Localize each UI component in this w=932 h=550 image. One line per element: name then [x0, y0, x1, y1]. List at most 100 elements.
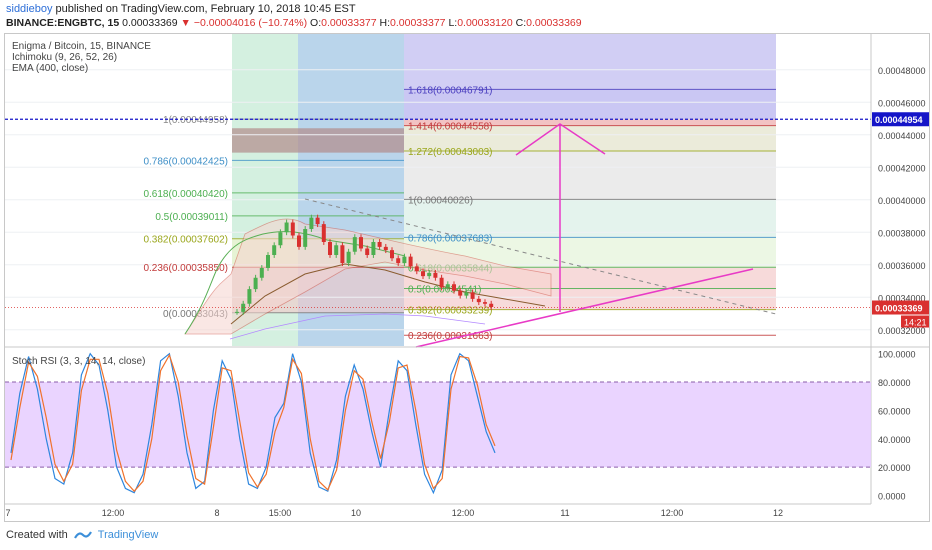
candle-body-35	[452, 284, 456, 291]
price-tick-6: 0.00036000	[878, 261, 926, 271]
candle-body-1	[241, 303, 246, 312]
legend-ema[interactable]: EMA (400, close)	[12, 63, 89, 74]
candle-body-6	[272, 245, 277, 255]
price-tick-4: 0.00040000	[878, 196, 926, 206]
close-value: 0.00033369	[526, 17, 582, 29]
stoch-rsi-pane: 100.0000 80.0000 60.0000 40.0000 20.0000 0.00…	[5, 350, 916, 501]
fib-band-1	[404, 119, 776, 126]
change-value: −0.00004016 (−10.74%)	[193, 17, 308, 29]
symbol-label: BINANCE:ENGBTC, 15	[6, 17, 120, 29]
candle-body-41	[489, 303, 494, 307]
fib-band-0	[404, 89, 776, 120]
open-value: 0.00033377	[321, 17, 377, 29]
candle-body-20	[359, 237, 363, 249]
fib-label-right-6: 0.5(0.00034541)	[408, 284, 481, 295]
author-link[interactable]: siddieboy	[6, 3, 53, 15]
countdown: 14:21	[904, 318, 927, 328]
fib-label-left-2: 0.618(0.00040420)	[143, 189, 228, 200]
candle-body-12	[309, 217, 314, 229]
publish-info: published on TradingView.com, February 1…	[55, 3, 356, 15]
fib-label-left-1: 0.786(0.00042425)	[143, 156, 228, 167]
price-badge-last-bg	[872, 300, 929, 315]
candle-body-32	[433, 272, 438, 278]
chart-canvas[interactable]: 1.618(0.00046791) 1.414(0.00044558) 1.272(…	[5, 34, 929, 521]
candle-body-36	[458, 290, 463, 296]
fib-label-right-8: 0.236(0.00031663)	[408, 331, 493, 342]
candle-body-9	[290, 222, 295, 236]
candle-body-8	[284, 222, 289, 233]
down-arrow-icon: ▼	[180, 17, 191, 29]
chart-frame[interactable]: 1.618(0.00046791) 1.414(0.00044558) 1.272(…	[4, 33, 930, 522]
fib-label-right-1: 1.414(0.00044558)	[408, 122, 493, 133]
legend-ichimoku[interactable]: Ichimoku (9, 26, 52, 26)	[12, 52, 118, 63]
tradingview-brand[interactable]: TradingView	[97, 529, 159, 541]
ichimoku-cloud	[184, 198, 777, 340]
fib-band-2	[404, 125, 776, 151]
ichimoku-span-line	[184, 231, 406, 335]
pink-trendline	[415, 268, 754, 348]
candle-body-7	[278, 232, 283, 246]
fib-band-4	[404, 199, 776, 238]
candle-body-14	[321, 224, 326, 242]
candle-body-33	[439, 277, 444, 288]
high-label: H:	[379, 17, 391, 29]
price-tick-0: 0.00048000	[878, 66, 926, 76]
price-tick-3: 0.00042000	[878, 163, 926, 173]
candle-body-26	[396, 258, 401, 264]
legend-title[interactable]: Enigma / Bitcoin, 15, BINANCE	[12, 41, 151, 52]
fib-label-right-0: 1.618(0.00046791)	[408, 85, 493, 96]
rsi-legend[interactable]: Stoch RSI (3, 3, 14, 14, close)	[12, 356, 146, 367]
last-price: 0.00033369	[122, 17, 178, 29]
close-label: C:	[515, 17, 527, 29]
candle-body-3	[253, 277, 258, 290]
candle-body-31	[427, 272, 432, 277]
chart-legend: Enigma / Bitcoin, 15, BINANCE Ichimoku (…	[12, 41, 151, 74]
candle-body-17	[340, 245, 345, 264]
rsi-tick-4: 20.0000	[878, 463, 911, 473]
time-tick-0: 7	[5, 508, 10, 518]
fib-band-3	[404, 150, 776, 200]
candle-body-37	[464, 292, 469, 296]
candle-body-11	[303, 229, 308, 247]
candle-body-4	[259, 268, 264, 278]
drawings	[5, 118, 871, 348]
time-tick-2: 8	[214, 508, 219, 518]
ichimoku-cloud-shape	[184, 218, 552, 335]
candle-body-38	[470, 292, 475, 299]
price-tick-7: 0.00034000	[878, 293, 926, 303]
rsi-tick-3: 40.0000	[878, 435, 911, 445]
price-badge-last: 0.00033369	[875, 304, 923, 314]
created-with: Created with	[6, 529, 68, 541]
fib-label-left-0: 1(0.00044958)	[163, 115, 228, 126]
high-value: 0.00033377	[390, 17, 446, 29]
candle-body-19	[352, 237, 357, 252]
rsi-series-1	[10, 353, 496, 493]
candle-body-0	[235, 311, 239, 313]
price-badge-blue-bg	[872, 112, 929, 127]
candle-body-16	[334, 245, 339, 255]
rsi-series-0	[10, 352, 496, 495]
candle-body-40	[483, 302, 487, 304]
low-value: 0.00033120	[457, 17, 513, 29]
zone-brown	[232, 128, 404, 153]
candle-body-25	[390, 250, 394, 259]
candle-body-30	[421, 271, 425, 277]
rsi-tick-2: 60.0000	[878, 406, 911, 416]
price-tick-2: 0.00044000	[878, 131, 926, 141]
candle-body-23	[377, 242, 382, 247]
price-tick-1: 0.00046000	[878, 98, 926, 108]
fib-label-right-2: 1.272(0.00043003)	[408, 147, 493, 158]
candle-body-15	[328, 242, 332, 255]
publish-line: siddieboy published on TradingView.com, …	[6, 3, 356, 15]
tradingview-logo-icon	[73, 531, 92, 539]
candles	[235, 214, 494, 315]
candle-body-39	[476, 298, 481, 303]
open-label: O:	[310, 17, 322, 29]
countdown-bg	[901, 315, 929, 328]
ema-line	[229, 313, 486, 340]
fib-label-left-5: 0.236(0.00035850)	[143, 263, 228, 274]
candle-body-34	[445, 284, 450, 288]
ichimoku-base-line	[230, 263, 546, 325]
time-tick-5: 12:00	[452, 508, 475, 518]
trend-dashed-upper	[304, 198, 777, 315]
